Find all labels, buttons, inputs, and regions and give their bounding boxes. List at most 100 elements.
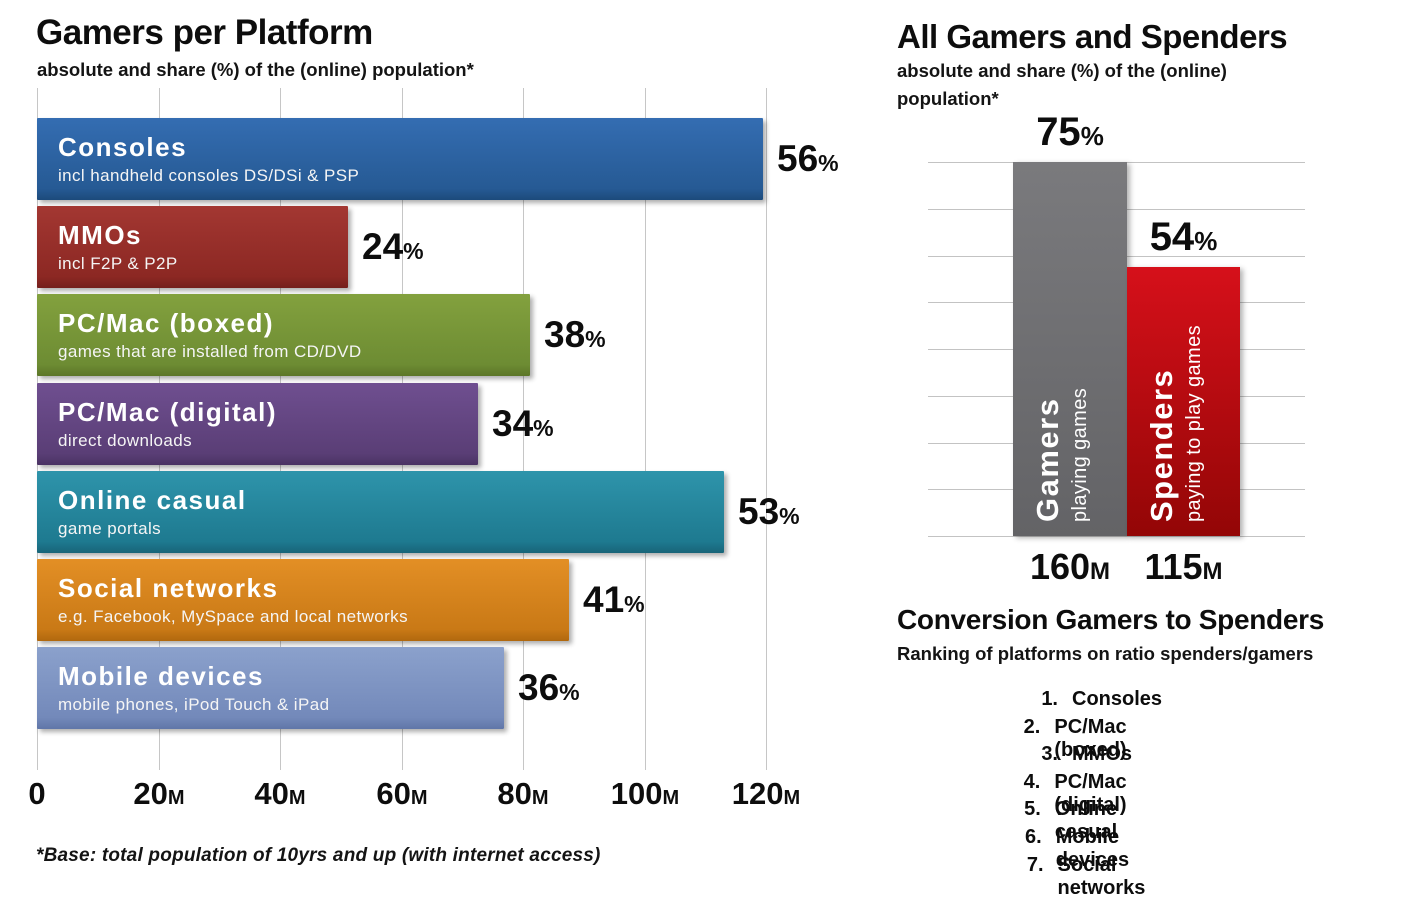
- percent-sign: %: [624, 591, 645, 617]
- bar-consoles: Consoles incl handheld consoles DS/DSi & …: [37, 118, 763, 200]
- ranking-label: Social networks: [1057, 854, 1146, 899]
- bar-rotated-label-gamers: Gamers playing games: [1013, 162, 1127, 536]
- percent-sign: %: [403, 238, 424, 264]
- ranking-label: PC/Mac (boxed): [1054, 716, 1127, 761]
- tick-value: 20: [133, 776, 168, 811]
- bar-pc-mac-boxed: PC/Mac (boxed) games that are installed f…: [37, 294, 530, 376]
- bar-percent-label: 36%: [518, 667, 580, 709]
- bar-social-networks: Social networks e.g. Facebook, MySpace an…: [37, 559, 569, 641]
- value-number: 160: [1029, 546, 1091, 587]
- bar-percent-label: 24%: [362, 226, 424, 268]
- ranking-item-pc-mac-boxed: 2. PC/Mac (boxed): [1014, 716, 1144, 762]
- percent-value: 36: [518, 667, 560, 708]
- percent-value: 41: [583, 579, 625, 620]
- bar-percent-label: 56%: [777, 138, 839, 180]
- ranking-number: 2.: [1023, 716, 1041, 738]
- ranking-label: MMOs: [1072, 743, 1132, 765]
- bar-label: Gamers: [1030, 397, 1065, 522]
- bar-sublabel: games that are installed from CD/DVD: [58, 342, 362, 361]
- percent-sign: %: [585, 326, 606, 352]
- x-tick-80M: 80M: [497, 776, 548, 812]
- x-tick-60M: 60M: [376, 776, 427, 812]
- percent-value: 34: [492, 403, 534, 444]
- ranking-label: PC/Mac (digital): [1054, 771, 1127, 816]
- percent-value: 38: [544, 314, 586, 355]
- bar-label: Mobile devices: [58, 661, 264, 691]
- bar-spenders: [1127, 267, 1240, 536]
- tick-unit: M: [662, 787, 680, 809]
- bar-absolute-value: 115M: [1144, 546, 1222, 588]
- ranking-item-mobile-devices: 6. Mobile devices: [1014, 826, 1145, 872]
- bar-sublabel: playing games: [1069, 387, 1091, 522]
- ranking-item-online-casual: 5. Online casual: [1014, 798, 1134, 844]
- x-tick-20M: 20M: [133, 776, 184, 812]
- ranking-item-consoles: 1. Consoles: [1014, 688, 1162, 711]
- bar-mmos: MMOs incl F2P & P2P: [37, 206, 348, 288]
- percent-value: 54: [1149, 215, 1195, 259]
- bar-label: MMOs: [58, 220, 142, 250]
- bar-label: Social networks: [58, 573, 279, 603]
- percent-sign: %: [779, 503, 800, 529]
- bar-online-casual: Online casual game portals: [37, 471, 724, 553]
- value-unit: M: [1090, 558, 1111, 585]
- percent-sign: %: [1080, 121, 1104, 151]
- conversion-subtitle: Ranking of platforms on ratio spenders/g…: [897, 643, 1314, 664]
- bar-sublabel: incl F2P & P2P: [58, 254, 178, 273]
- bar-sublabel: game portals: [58, 519, 162, 538]
- bar-percent-label: 38%: [544, 314, 606, 356]
- percent-sign: %: [1194, 226, 1218, 256]
- bar-percent-label: 54%: [1150, 215, 1218, 260]
- percent-sign: %: [559, 679, 580, 705]
- ranking-label: Mobile devices: [1055, 826, 1130, 871]
- bar-sublabel: paying to play games: [1183, 324, 1205, 522]
- bar-absolute-value: 160M: [1030, 546, 1110, 588]
- tick-value: 60: [376, 776, 411, 811]
- base-footnote: *Base: total population of 10yrs and up …: [36, 845, 601, 866]
- percent-value: 53: [738, 491, 780, 532]
- right-chart-subtitle: absolute and share (%) of the (online) p…: [897, 60, 1227, 109]
- ranking-number: 1.: [1041, 688, 1058, 710]
- tick-value: 40: [254, 776, 289, 811]
- ranking-label: Online casual: [1054, 798, 1118, 843]
- tick-unit: M: [410, 787, 428, 809]
- bar-pc-mac-digital: PC/Mac (digital) direct downloads: [37, 383, 478, 465]
- bar-sublabel: direct downloads: [58, 431, 192, 450]
- tick-value: 100: [610, 776, 663, 811]
- bar-label: PC/Mac (boxed): [58, 308, 275, 338]
- ranking-number: 7.: [1026, 854, 1044, 876]
- right-gridline-8: [928, 536, 1305, 537]
- x-tick-120M: 120M: [732, 776, 800, 812]
- x-tick-100M: 100M: [611, 776, 679, 812]
- bar-label: Online casual: [58, 485, 247, 515]
- tick-unit: M: [167, 787, 185, 809]
- right-chart-title: All Gamers and Spenders: [897, 18, 1288, 55]
- left-gridline-120M: [766, 88, 767, 770]
- bar-sublabel: incl handheld consoles DS/DSi & PSP: [58, 166, 360, 185]
- percent-value: 56: [777, 138, 819, 179]
- conversion-title: Conversion Gamers to Spenders: [897, 604, 1324, 635]
- value-unit: M: [1202, 558, 1223, 585]
- ranking-item-mmos: 3. MMOs: [1014, 743, 1132, 766]
- percent-sign: %: [818, 150, 839, 176]
- value-number: 115: [1144, 546, 1203, 587]
- percent-sign: %: [533, 415, 554, 441]
- ranking-number: 6.: [1025, 826, 1042, 848]
- ranking-label: Consoles: [1072, 688, 1163, 710]
- ranking-number: 3.: [1041, 743, 1058, 765]
- x-tick-40M: 40M: [254, 776, 305, 812]
- bar-gamers: [1013, 162, 1127, 536]
- bar-percent-label: 53%: [738, 491, 800, 533]
- left-chart-title: Gamers per Platform: [36, 13, 373, 52]
- left-chart-subtitle: absolute and share (%) of the (online) p…: [37, 59, 474, 80]
- bar-label: PC/Mac (digital): [58, 397, 278, 427]
- percent-value: 75: [1036, 110, 1081, 154]
- bar-percent-label: 41%: [583, 579, 645, 621]
- bar-label: Spenders: [1144, 368, 1179, 522]
- tick-value: 0: [28, 776, 46, 811]
- bar-sublabel: mobile phones, iPod Touch & iPad: [58, 695, 330, 714]
- left-gridline-80M: [523, 88, 524, 770]
- tick-unit: M: [783, 787, 801, 809]
- bar-percent-label: 75%: [1036, 110, 1104, 155]
- percent-value: 24: [362, 226, 404, 267]
